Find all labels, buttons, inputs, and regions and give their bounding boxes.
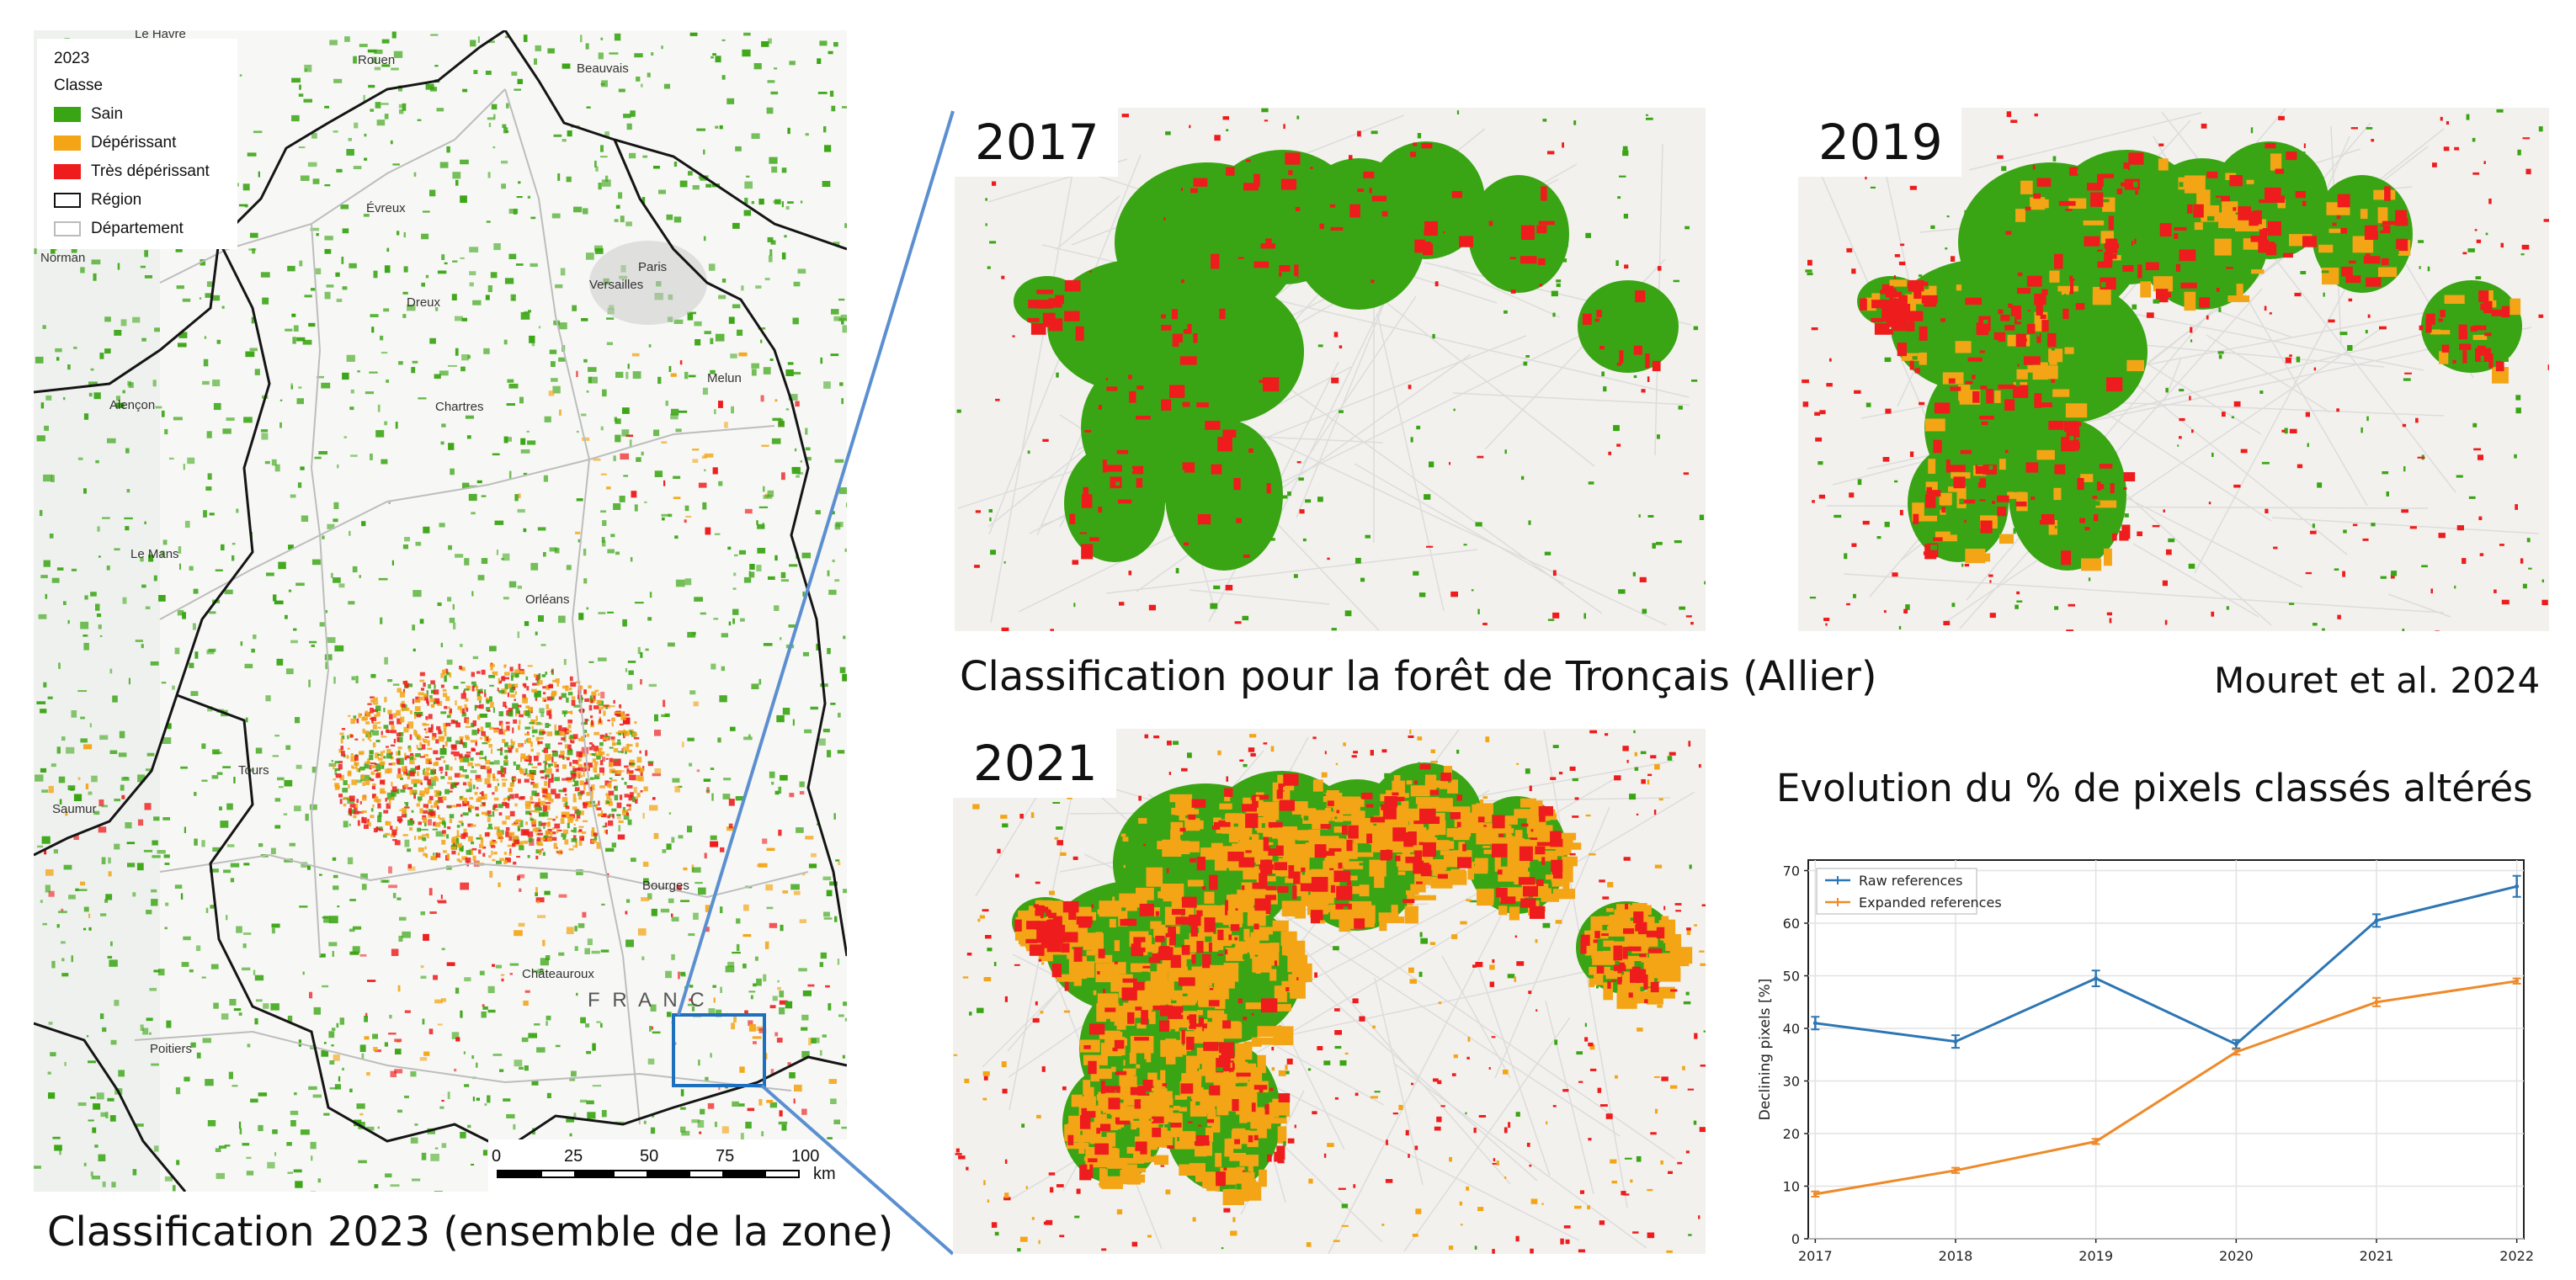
legend-text-raw: Raw references [1859,873,1962,889]
legend-item-region: Région [54,190,141,210]
data-point [2233,1049,2238,1054]
map-legend: 2023 Classe Sain Dépérissant Très dépéri… [37,39,237,249]
label-normandie: Norman [40,251,85,265]
series-line-raw [1815,884,2518,1046]
label-rouen: Rouen [358,53,395,67]
legend-item-sain: Sain [54,104,123,125]
data-point [2374,918,2379,923]
legend-title: 2023 [54,50,90,67]
label-saumur: Saumur [52,802,97,816]
x-tick-label: 2020 [2219,1248,2254,1264]
y-tick-label: 50 [1783,969,1800,985]
x-tick-label: 2018 [1939,1248,1973,1264]
chart-plot-area [1807,859,2525,1240]
legend-label-sain: Sain [91,105,124,123]
legend-label-region: Région [91,191,142,209]
label-beauvais: Beauvais [577,61,629,76]
troncais-map-2017[interactable] [955,108,1706,631]
legend-swatch-region [54,193,81,208]
label-le-mans: Le Mans [130,547,179,561]
label-le-havre: Le Havre [135,30,186,41]
scale-tick-50: 50 [640,1147,659,1166]
legend-swatch-deperissant [54,135,81,151]
legend-label-deperissant: Dépérissant [91,134,177,151]
label-bourges: Bourges [642,879,689,893]
region-borders [34,30,847,1192]
panel-year-2019: 2019 [1798,108,1961,177]
declining-pixels-chart: 0 10 20 30 40 50 60 70 2017 2018 2019 2020 2021 2022… [1757,859,2534,1264]
legend-subtitle: Classe [54,77,104,94]
label-poitiers: Poitiers [150,1042,192,1056]
series-line-expanded [1815,980,2517,1196]
caption-citation: Mouret et al. 2024 [2214,660,2541,701]
scale-bar [497,1170,800,1178]
label-melun: Melun [707,371,742,385]
data-point [1953,1039,1958,1044]
label-dreux: Dreux [407,295,441,310]
legend-label-tres-deperissant: Très dépérissant [91,162,210,180]
chart-y-axis-label: Declining pixels [%] [1757,979,1774,1121]
label-chartres: Chartres [435,400,484,414]
data-point [1953,1168,1958,1173]
y-tick-label: 40 [1783,1021,1800,1037]
chart-legend: Raw references Expanded references [1816,868,2002,915]
scale-tick-75: 75 [716,1147,735,1166]
troncais-canvas-2017 [955,108,1706,631]
y-tick-label: 10 [1783,1179,1800,1195]
zoom-extent-box[interactable] [672,1013,766,1087]
y-tick-label: 0 [1791,1231,1800,1247]
x-tick-label: 2022 [2499,1248,2534,1264]
label-alencon: Alençon [109,398,155,412]
x-tick-label: 2017 [1798,1248,1833,1264]
x-tick-label: 2019 [2078,1248,2113,1264]
legend-swatch-departement [54,221,81,236]
legend-swatch-tres-deperissant [54,164,81,179]
y-tick-label: 20 [1783,1126,1800,1142]
troncais-map-2019[interactable] [1798,108,2549,631]
panel-year-2021: 2021 [953,729,1116,798]
y-tick-label: 60 [1783,916,1800,932]
troncais-canvas-2021 [953,729,1706,1254]
caption-troncais: Classification pour la forêt de Tronçais… [960,653,1877,700]
data-point [2094,976,2099,981]
y-tick-label: 70 [1783,863,1800,879]
legend-item-departement: Département [54,219,184,239]
scale-tick-0: 0 [492,1147,502,1166]
panel-year-2017: 2017 [955,108,1118,177]
scale-tick-25: 25 [564,1147,583,1166]
legend-text-expanded: Expanded references [1859,895,2002,911]
label-chateauroux: Châteauroux [522,967,594,981]
label-tours: Tours [238,763,269,778]
y-tick-label: 30 [1783,1074,1800,1090]
label-orleans: Orléans [525,592,570,607]
chart-title: Evolution du % de pixels classés altérés [1776,766,2533,810]
scale-unit: km [813,1165,836,1183]
caption-regional: Classification 2023 (ensemble de la zone… [47,1208,894,1256]
label-evreux: Évreux [366,201,406,215]
chart-grid [1808,860,2524,1240]
legend-item-tres-deperissant: Très dépérissant [54,162,210,182]
label-paris: Paris [638,260,667,274]
scale-tick-100: 100 [791,1147,820,1166]
data-point [2094,1139,2099,1144]
data-point [2515,884,2520,889]
troncais-canvas-2019 [1798,108,2549,631]
legend-label-departement: Département [91,220,184,237]
data-point [2374,1000,2379,1005]
troncais-map-2021[interactable] [953,729,1706,1254]
data-point [1812,1021,1818,1026]
data-point [1812,1192,1818,1197]
legend-swatch-sain [54,107,81,122]
legend-item-deperissant: Dépérissant [54,133,176,153]
x-tick-label: 2021 [2360,1248,2394,1264]
label-versailles: Versailles [589,278,643,292]
data-point [2515,979,2520,984]
data-point [2233,1042,2238,1047]
